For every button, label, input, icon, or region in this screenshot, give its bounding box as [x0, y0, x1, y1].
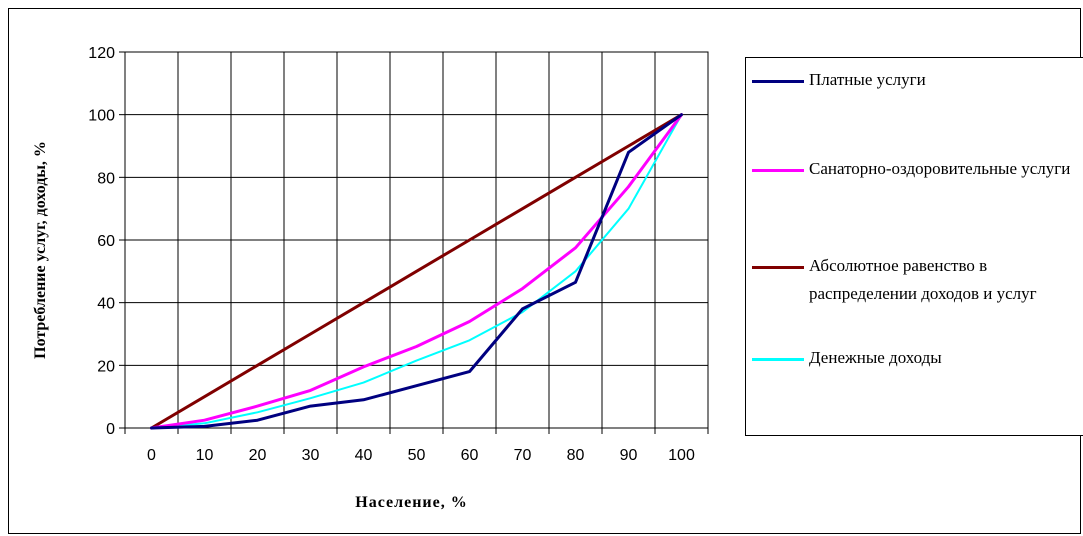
legend-swatch [752, 266, 804, 269]
x-axis-title: Население, % [355, 494, 467, 511]
y-tick-labels: 0 20 40 60 80 100 120 [88, 45, 115, 438]
x-tick-label: 0 [147, 447, 156, 464]
legend-label: Денежные доходы [809, 348, 942, 367]
x-tick-label: 20 [249, 447, 267, 464]
y-tick-label: 20 [97, 358, 115, 375]
plot-area [124, 51, 709, 429]
chart-legend: Платные услуги Санаторно-оздоровительные … [745, 57, 1083, 436]
x-tick-label: 100 [668, 447, 695, 464]
y-tick-label: 120 [88, 45, 115, 62]
series-line-0 [150, 113, 683, 430]
chart-frame: 0 20 40 60 80 100 120 0 10 20 30 40 50 60 70 80 90 100 Н… [8, 8, 1083, 534]
legend-label: Абсолютное равенство в распределении дох… [809, 256, 1037, 303]
x-tick-label: 90 [620, 447, 638, 464]
x-tick-label: 80 [567, 447, 585, 464]
y-tick-label: 60 [97, 233, 115, 250]
y-tick-label: 40 [97, 296, 115, 313]
x-tick-labels: 0 10 20 30 40 50 60 70 80 90 100 [147, 447, 695, 464]
lorenz-chart: 0 20 40 60 80 100 120 0 10 20 30 40 50 60 70 80 90 100 Н… [32, 45, 709, 511]
x-tick-label: 60 [461, 447, 479, 464]
y-tick-label: 80 [97, 170, 115, 187]
legend-label: Санаторно-оздоровительные услуги [809, 159, 1071, 178]
plot-border [124, 51, 709, 429]
y-tick-label: 0 [106, 421, 115, 438]
legend-label: Платные услуги [809, 70, 926, 89]
x-tick-label: 10 [196, 447, 214, 464]
x-tick-label: 70 [514, 447, 532, 464]
y-axis-title: Потребление услуг, доходы, % [32, 141, 49, 359]
series-line-2 [150, 113, 683, 430]
series-lines [150, 113, 683, 430]
legend-swatch [752, 169, 804, 172]
gridlines [119, 51, 709, 434]
series-line-1 [150, 113, 683, 430]
legend-swatch [752, 80, 804, 83]
x-tick-label: 30 [302, 447, 320, 464]
y-tick-label: 100 [88, 108, 115, 125]
legend-swatch [752, 358, 804, 361]
x-tick-label: 40 [355, 447, 373, 464]
x-tick-label: 50 [408, 447, 426, 464]
series-line-3 [150, 113, 683, 429]
